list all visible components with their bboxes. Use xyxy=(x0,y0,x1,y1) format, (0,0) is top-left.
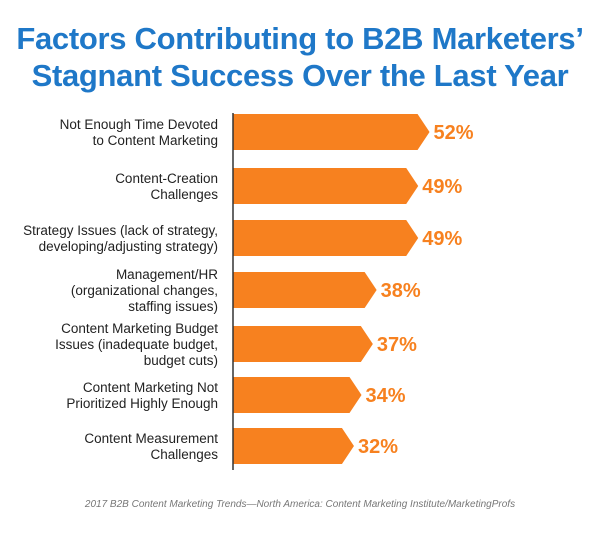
value-label-1: 52% xyxy=(434,122,474,144)
category-label-4: Management/HR (organizational changes, sta… xyxy=(71,267,218,314)
category-label-3: Strategy Issues (lack of strategy, develo… xyxy=(23,223,218,254)
chart-title-line-2: Stagnant Success Over the Last Year xyxy=(31,58,569,93)
category-label-5: Content Marketing Budget Issues (inadequa… xyxy=(55,321,218,368)
value-label-7: 32% xyxy=(358,436,398,458)
bar-5 xyxy=(233,326,373,362)
bar-3 xyxy=(233,220,419,256)
bar-7 xyxy=(233,428,354,464)
value-label-6: 34% xyxy=(366,385,406,407)
bar-4 xyxy=(233,272,377,308)
bar-6 xyxy=(233,377,362,413)
value-label-5: 37% xyxy=(377,334,417,356)
category-label-6: Content Marketing Not Prioritized Highly … xyxy=(66,380,218,411)
bar-2 xyxy=(233,168,419,204)
value-label-2: 49% xyxy=(422,176,462,198)
category-label-1: Not Enough Time Devoted to Content Market… xyxy=(60,117,218,148)
category-label-7: Content Measurement Challenges xyxy=(84,431,218,462)
source-note: 2017 B2B Content Marketing Trends—North … xyxy=(84,499,516,510)
category-label-2: Content-Creation Challenges xyxy=(115,171,218,202)
value-label-4: 38% xyxy=(381,280,421,302)
chart-title-line-1: Factors Contributing to B2B Marketers’ xyxy=(16,21,584,56)
bar-1 xyxy=(233,114,430,150)
value-label-3: 49% xyxy=(422,228,462,250)
